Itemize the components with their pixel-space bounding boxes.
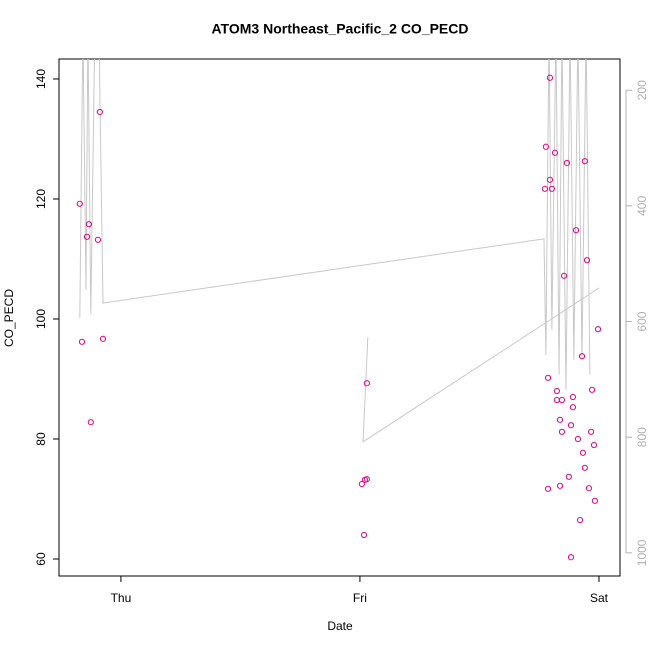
point	[87, 419, 94, 426]
point	[99, 335, 107, 342]
y-tick-label: 100	[34, 309, 48, 329]
point	[363, 380, 370, 387]
point	[576, 516, 584, 524]
y2-tick-label: 1000	[635, 539, 649, 566]
point	[360, 531, 368, 539]
point	[544, 374, 552, 381]
point	[546, 176, 554, 183]
plot-area	[76, 59, 602, 561]
point	[587, 428, 595, 435]
point	[544, 485, 552, 492]
point	[541, 185, 549, 192]
point	[358, 480, 365, 488]
x-tick-label: Thu	[111, 591, 132, 605]
point	[569, 404, 577, 411]
point	[581, 464, 588, 471]
pressure-line	[79, 59, 600, 443]
chart-title: ATOM3 Northeast_Pacific_2 CO_PECD	[211, 21, 468, 37]
x-tick-label: Sat	[590, 591, 609, 605]
y2-tick-label: 600	[635, 311, 649, 331]
x-tick-label: Fri	[353, 591, 367, 605]
point	[542, 143, 550, 150]
point	[594, 326, 602, 333]
y2-tick-label: 800	[635, 427, 649, 447]
point	[567, 554, 575, 561]
point	[565, 473, 572, 480]
point	[585, 485, 593, 492]
point	[556, 416, 564, 423]
point	[567, 422, 575, 429]
point	[546, 74, 554, 81]
point	[588, 386, 596, 393]
point	[560, 272, 568, 279]
point	[591, 497, 599, 504]
point	[83, 233, 91, 240]
point	[558, 428, 566, 435]
point	[85, 221, 92, 228]
x-axis-label: Date	[327, 619, 353, 633]
point	[578, 353, 586, 360]
point	[579, 449, 587, 456]
point	[548, 185, 555, 192]
point	[581, 158, 588, 165]
point	[590, 441, 598, 449]
point	[94, 236, 102, 243]
point	[553, 396, 560, 404]
y2-tick-label: 400	[635, 196, 649, 216]
point	[572, 227, 580, 234]
point	[583, 257, 591, 264]
y-tick-label: 120	[34, 189, 48, 209]
point	[563, 159, 571, 167]
point	[551, 149, 559, 156]
y-axis-label: CO_PECD	[2, 289, 16, 347]
plot-box	[58, 58, 621, 577]
point	[556, 482, 564, 489]
y-tick-label: 80	[34, 432, 48, 446]
y2-tick-label: 200	[635, 80, 649, 100]
point	[558, 396, 566, 404]
point	[574, 435, 582, 443]
point	[553, 387, 560, 395]
point	[363, 476, 370, 483]
point	[76, 200, 83, 207]
point	[569, 393, 577, 401]
point	[78, 338, 86, 345]
y-tick-label: 60	[34, 552, 48, 566]
point	[96, 108, 103, 116]
y-tick-label: 140	[34, 69, 48, 89]
